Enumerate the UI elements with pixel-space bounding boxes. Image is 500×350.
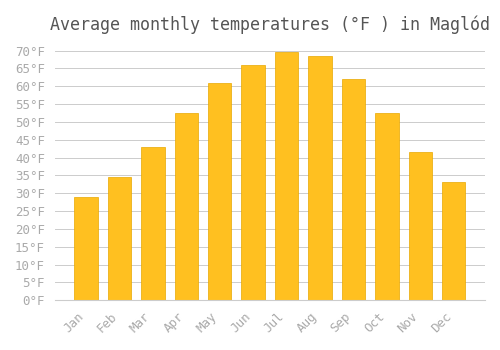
Bar [308, 56, 332, 300]
Bar [342, 79, 365, 300]
Bar [408, 152, 432, 300]
Bar [174, 113, 198, 300]
Bar [74, 197, 98, 300]
Bar [242, 65, 265, 300]
Bar [141, 147, 165, 300]
Bar [442, 182, 466, 300]
Bar [275, 52, 298, 300]
Bar [375, 113, 398, 300]
Bar [108, 177, 131, 300]
Bar [208, 83, 232, 300]
Title: Average monthly temperatures (°F ) in Maglód: Average monthly temperatures (°F ) in Ma… [50, 15, 490, 34]
